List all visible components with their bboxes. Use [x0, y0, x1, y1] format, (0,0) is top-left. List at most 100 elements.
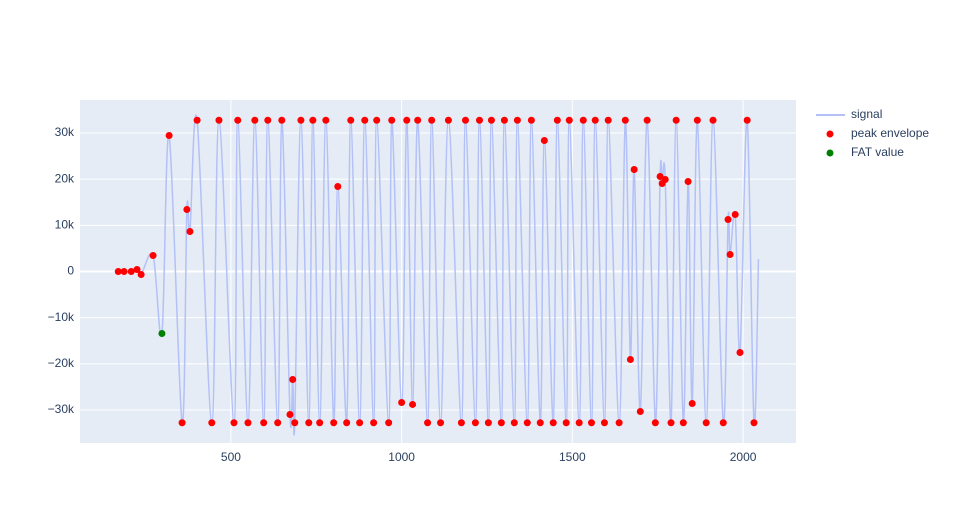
marker [158, 329, 166, 337]
marker [471, 419, 479, 427]
marker [487, 116, 495, 124]
marker [149, 251, 157, 259]
marker [208, 419, 216, 427]
marker [398, 398, 406, 406]
axes: 500 1000 1500 2000 −30k −20k −10k 0 10k 20k 30k [48, 125, 757, 464]
marker [305, 419, 313, 427]
marker [133, 266, 141, 274]
marker [278, 116, 286, 124]
plot [114, 114, 760, 436]
marker [615, 419, 623, 427]
marker [286, 410, 294, 418]
marker [234, 116, 242, 124]
marker [604, 116, 612, 124]
legend-label: signal [851, 107, 882, 121]
legend-label: FAT value [851, 145, 904, 159]
marker [497, 419, 505, 427]
marker [215, 116, 223, 124]
marker [297, 116, 305, 124]
marker [251, 116, 259, 124]
marker [428, 116, 436, 124]
marker [424, 419, 432, 427]
marker [731, 210, 739, 218]
marker [137, 271, 145, 279]
marker [626, 355, 634, 363]
marker [403, 116, 411, 124]
marker [409, 400, 417, 408]
marker [114, 268, 122, 275]
marker [356, 419, 364, 427]
marker [688, 399, 696, 407]
marker [679, 419, 687, 427]
marker [127, 268, 135, 275]
marker [120, 268, 128, 275]
marker [510, 419, 518, 427]
marker [500, 116, 508, 124]
marker [630, 166, 638, 174]
marker [636, 407, 644, 415]
marker [264, 116, 272, 124]
legend: signal peak envelope FAT value [816, 107, 929, 159]
marker [702, 419, 710, 427]
marker [334, 183, 342, 191]
y-tick-label: 20k [55, 171, 75, 185]
legend-label: peak envelope [851, 126, 929, 140]
x-tick-label: 1000 [388, 450, 415, 464]
marker [709, 116, 717, 124]
x-tick-label: 2000 [730, 450, 757, 464]
marker [579, 116, 587, 124]
marker [736, 348, 744, 356]
marker [750, 419, 758, 427]
marker [575, 419, 583, 427]
y-tick-label: 0 [67, 264, 74, 278]
y-tick-label: 30k [55, 125, 75, 139]
marker [643, 116, 651, 124]
marker [260, 419, 268, 427]
marker [244, 419, 252, 427]
marker [330, 419, 338, 427]
marker [651, 419, 659, 427]
marker [549, 419, 557, 427]
marker [591, 116, 599, 124]
marker [385, 419, 393, 427]
marker [684, 178, 692, 186]
marker [724, 216, 732, 224]
marker [600, 419, 608, 427]
marker [621, 116, 629, 124]
legend-swatch [826, 149, 834, 157]
marker [437, 419, 445, 427]
marker [726, 251, 734, 259]
marker [565, 116, 573, 124]
marker [719, 419, 727, 427]
marker [513, 116, 521, 124]
y-tick-label: 10k [55, 218, 75, 232]
marker [562, 419, 570, 427]
marker [527, 116, 535, 124]
marker [475, 116, 483, 124]
marker [523, 419, 531, 427]
marker [186, 228, 194, 236]
marker [347, 116, 355, 124]
y-tick-label: −30k [48, 402, 75, 416]
marker [461, 116, 469, 124]
marker [693, 116, 701, 124]
legend-swatch [826, 130, 834, 138]
x-tick-label: 1500 [559, 450, 586, 464]
marker [230, 419, 238, 427]
marker [274, 419, 282, 427]
marker [672, 116, 680, 124]
y-tick-label: −10k [48, 310, 75, 324]
marker [370, 419, 378, 427]
marker [553, 116, 561, 124]
marker [165, 132, 173, 140]
y-tick-label: −20k [48, 356, 75, 370]
x-tick-label: 500 [221, 450, 241, 464]
marker [536, 419, 544, 427]
marker [540, 137, 548, 145]
marker [183, 206, 191, 214]
marker [484, 419, 492, 427]
marker [193, 116, 201, 124]
marker [388, 116, 396, 124]
marker [322, 116, 330, 124]
